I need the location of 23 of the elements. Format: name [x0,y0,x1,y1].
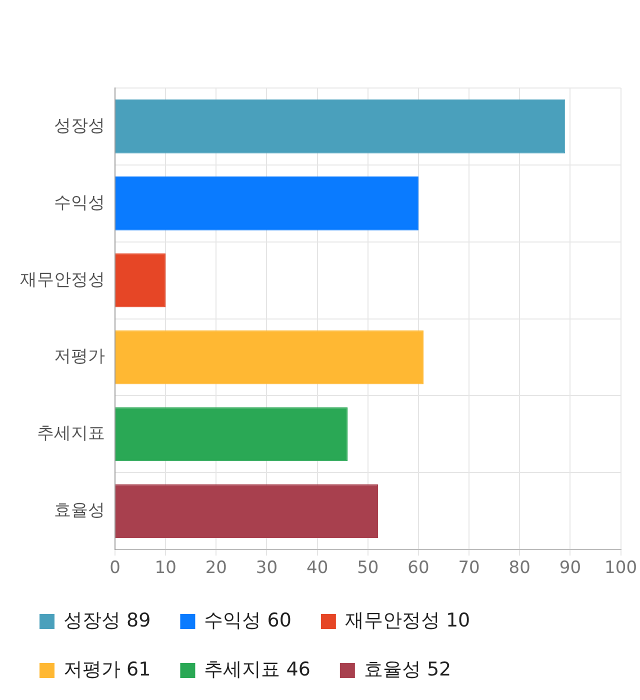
legend-label: 성장성 89 [64,609,151,632]
x-tick-label: 10 [154,558,176,578]
y-tick-label: 성장성 [54,116,105,136]
x-tick-label: 80 [508,558,530,578]
y-tick-label: 수익성 [54,192,105,213]
legend-label: 재무안정성 10 [344,609,470,632]
x-tick-label: 30 [256,558,278,578]
y-tick-label: 효율성 [54,500,105,521]
legend-label: 수익성 60 [204,609,292,632]
legend-label: 효율성 52 [364,658,452,680]
y-tick-label: 재무안정성 [20,270,105,290]
legend-label: 저평가 61 [64,658,151,680]
x-tick-label: 0 [110,558,120,578]
x-tick-label: 70 [458,558,480,578]
x-tick-label: 60 [408,558,430,578]
x-tick-label: 50 [357,558,379,578]
x-tick-label: 40 [306,558,328,578]
x-tick-label: 90 [559,558,582,578]
x-tick-label: 20 [205,558,227,578]
y-tick-label: 추세지표 [37,424,105,444]
legend-label: 추세지표 46 [204,658,310,680]
y-tick-label: 저평가 [54,346,105,367]
x-tick-label: 100 [604,558,638,578]
